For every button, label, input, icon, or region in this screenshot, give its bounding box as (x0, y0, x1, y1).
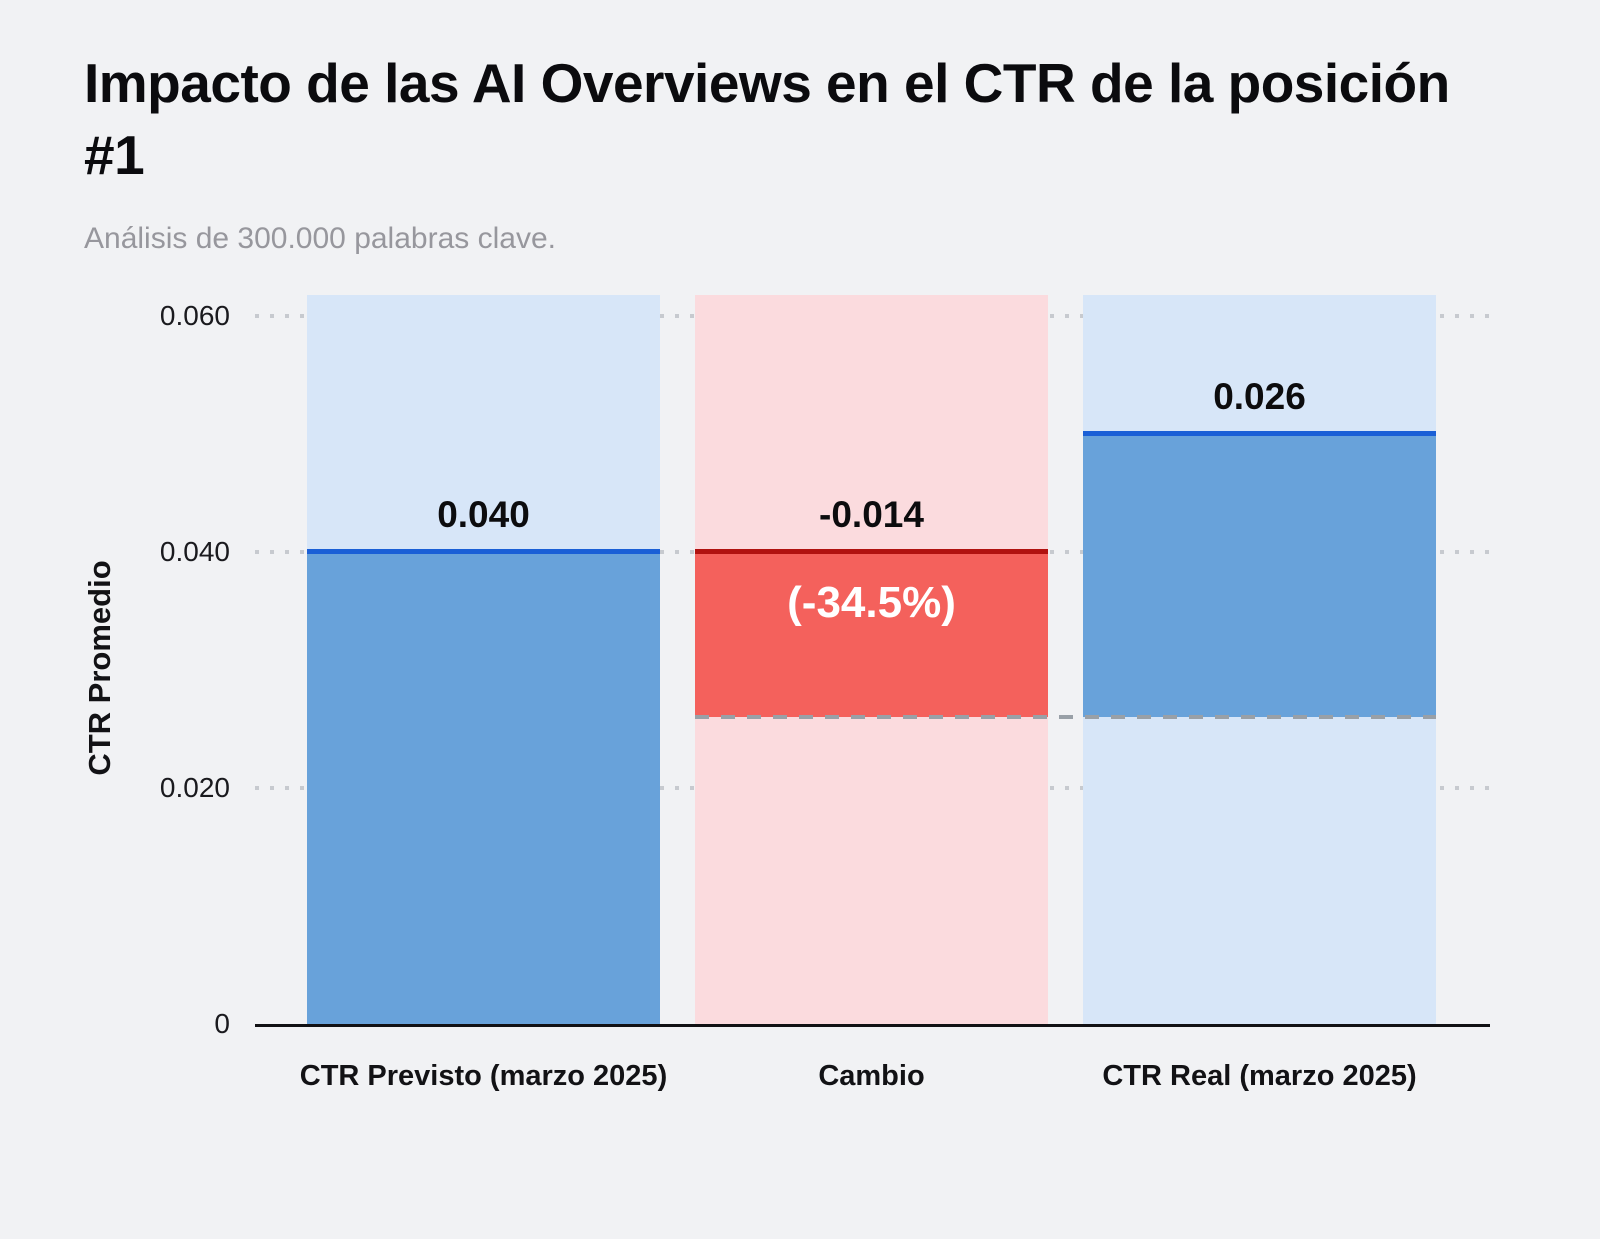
bar-top-line (307, 549, 660, 555)
waterfall-connector-line (695, 715, 1436, 720)
x-axis-label: CTR Previsto (marzo 2025) (299, 1060, 668, 1092)
y-tick-label: 0 (214, 1008, 230, 1039)
y-tick-label: 0.020 (159, 772, 230, 804)
y-tick-label: 0.060 (159, 300, 230, 332)
plot-area: 0 0.020 0.040 0.060 0.040 CTR Previsto (marzo… (160, 295, 1490, 1092)
chart-title: Impacto de las AI Overviews en el CTR de… (84, 52, 1450, 186)
chart-subtitle: Análisis de 300.000 palabras clave. (84, 222, 556, 255)
x-axis-label: Cambio (818, 1060, 925, 1092)
bar-segment (695, 552, 1048, 718)
bar-inner-label: (-34.5%) (787, 578, 956, 628)
bar-segment (1083, 434, 1436, 718)
x-axis-label: CTR Real (marzo 2025) (1102, 1060, 1417, 1092)
bar-value-label: -0.014 (819, 494, 924, 536)
bar-value-label: 0.026 (1213, 376, 1306, 418)
y-tick-label: 0.040 (159, 536, 230, 568)
bar-top-line (695, 549, 1048, 555)
bar-top-line (1083, 431, 1436, 437)
x-axis-line (255, 1024, 1490, 1027)
bar-value-label: 0.040 (437, 494, 530, 536)
bar-segment (307, 552, 660, 1024)
y-axis-title: CTR Promedio (82, 560, 117, 776)
